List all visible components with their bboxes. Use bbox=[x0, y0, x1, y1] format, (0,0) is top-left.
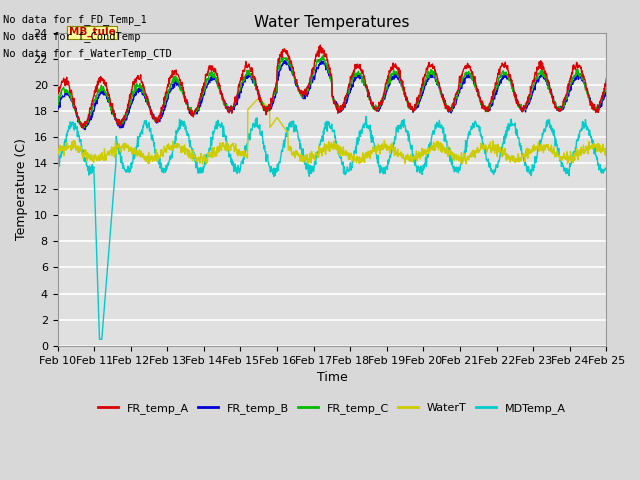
X-axis label: Time: Time bbox=[317, 371, 348, 384]
Legend: FR_temp_A, FR_temp_B, FR_temp_C, WaterT, MDTemp_A: FR_temp_A, FR_temp_B, FR_temp_C, WaterT,… bbox=[94, 398, 570, 418]
Text: No data for f_FD_Temp_1: No data for f_FD_Temp_1 bbox=[3, 14, 147, 25]
Y-axis label: Temperature (C): Temperature (C) bbox=[15, 138, 28, 240]
Text: MB_tule: MB_tule bbox=[68, 27, 115, 37]
Title: Water Temperatures: Water Temperatures bbox=[254, 15, 410, 30]
Text: No data for f_WaterTemp_CTD: No data for f_WaterTemp_CTD bbox=[3, 48, 172, 59]
Text: No data for f_CondTemp: No data for f_CondTemp bbox=[3, 31, 141, 42]
